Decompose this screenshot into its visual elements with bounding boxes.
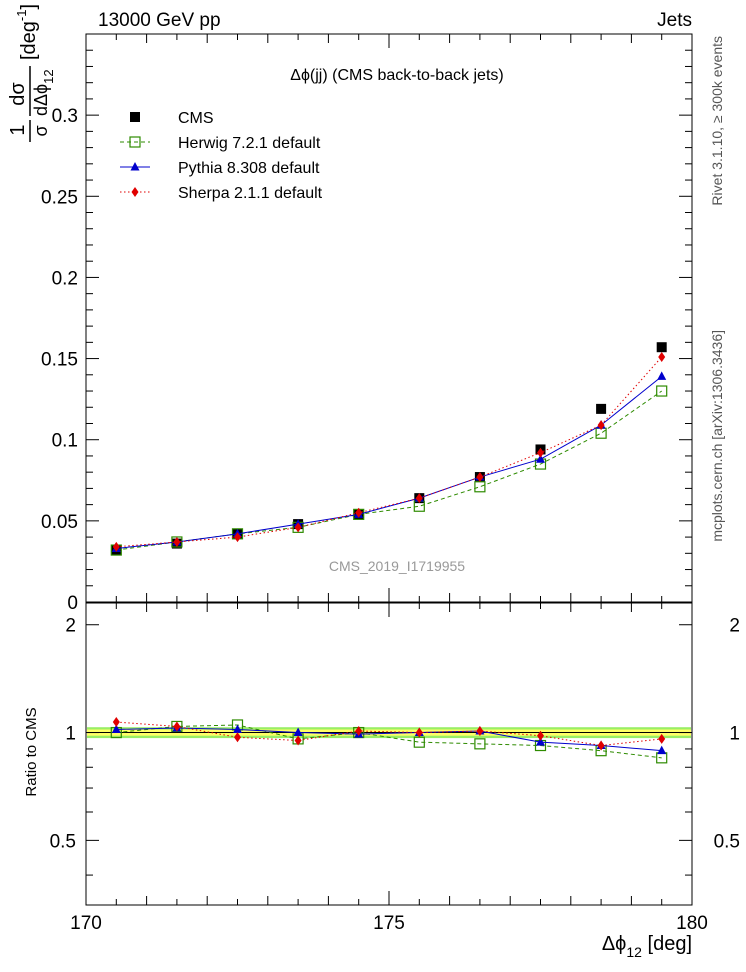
ratio-plot-frame (85, 602, 693, 906)
main-data-point (476, 472, 484, 483)
process-label: Jets (657, 10, 692, 31)
x-tick-label: 175 (373, 913, 405, 934)
ratio-series-line (116, 724, 662, 759)
analysis-watermark: CMS_2019_I1719955 (329, 558, 465, 574)
main-axis-ticks (85, 33, 693, 603)
main-data-point (474, 481, 486, 493)
main-series-0 (111, 342, 667, 556)
x-tick-label: 180 (676, 913, 708, 934)
legend: CMS Herwig 7.2.1 default Pythia 8.308 defa… (120, 110, 323, 202)
main-data-point (656, 385, 668, 397)
legend-entry: CMS (130, 110, 214, 127)
main-series-1 (110, 385, 668, 556)
main-plot-title: Δϕ(jj) (CMS back-to-back jets) (290, 67, 503, 84)
legend-label: Sherpa 2.1.1 default (178, 185, 323, 202)
main-data-point (536, 454, 545, 463)
ratio-data-point (658, 733, 666, 744)
main-series-line (116, 390, 662, 551)
main-data-point (415, 493, 423, 504)
main-y-tick-labels: 0 0.05 0.1 0.15 0.2 0.25 0.3 (41, 106, 78, 614)
x-tick-label: 170 (70, 913, 102, 934)
x-tick-labels: 170 175 180 (70, 913, 708, 934)
ratio-data-point (537, 730, 544, 741)
legend-entry: Herwig 7.2.1 default (120, 135, 321, 152)
ratio-data-point (234, 732, 241, 743)
ratio-uncertainty-band (86, 727, 692, 739)
mcplots-reference-label: mcplots.cern.ch [arXiv:1306.3436] (709, 330, 725, 542)
main-data-point (658, 351, 666, 362)
ratio-y-axis-label: Ratio to CMS (23, 707, 40, 796)
main-data-point (112, 541, 120, 552)
legend-label: CMS (178, 110, 214, 127)
legend-marker (130, 112, 140, 122)
ratio-data-point (415, 727, 423, 738)
ratio-data-point (293, 727, 303, 737)
ratio-y-tick-label: 0.5 (50, 831, 76, 852)
main-series-2 (111, 371, 667, 552)
legend-marker (129, 136, 141, 148)
main-y-tick-label: 0.2 (52, 268, 78, 289)
main-y-tick-label: 0.3 (52, 106, 78, 127)
ratio-y-tick-label: 1 (65, 724, 76, 745)
x-axis-label: Δϕ12 [deg] (602, 933, 692, 960)
main-data-point (596, 403, 607, 414)
main-data-point (234, 532, 241, 543)
ratio-data-point (536, 737, 545, 746)
ratio-data-point (294, 735, 302, 746)
ratio-data-point (233, 724, 242, 733)
main-series-group (110, 342, 668, 556)
ylabel-one: 1 (7, 124, 29, 135)
ratio-data-point (476, 726, 484, 737)
legend-label: Herwig 7.2.1 default (178, 135, 321, 152)
main-data-point (597, 420, 605, 431)
ratio-y-tick-label-right: 2 (729, 616, 740, 637)
ratio-data-point (173, 721, 181, 732)
main-y-axis-label: 1 σ dσ dΔϕ12 [deg-1] (7, 4, 56, 142)
main-series-3 (112, 351, 666, 552)
ratio-data-point (111, 724, 121, 733)
main-y-tick-label: 0.25 (41, 187, 78, 208)
legend-label: Pythia 8.308 default (178, 160, 320, 177)
ratio-data-point (112, 717, 120, 728)
main-data-point (355, 507, 363, 518)
main-y-tick-label: 0.1 (52, 431, 78, 452)
main-data-point (294, 522, 302, 533)
legend-marker (130, 162, 140, 171)
main-y-tick-label: 0 (67, 593, 78, 614)
ratio-data-point (355, 726, 363, 737)
ylabel-unit: [deg-1] (14, 4, 40, 60)
main-data-point (656, 342, 667, 353)
ylabel-sigma: σ (31, 125, 51, 136)
ratio-axis-ticks (85, 603, 693, 905)
ratio-series-group (110, 717, 668, 764)
main-series-line (116, 376, 663, 549)
rivet-version-label: Rivet 3.1.10, ≥ 300k events (709, 36, 725, 206)
ratio-series-line (116, 727, 662, 752)
main-y-tick-label: 0.05 (41, 512, 78, 533)
ratio-y-tick-label-right: 0.5 (714, 831, 740, 852)
collision-energy-label: 13000 GeV pp (98, 10, 221, 31)
ratio-data-point (597, 740, 605, 751)
ratio-y-tick-label: 2 (65, 616, 76, 637)
ylabel-dsigma: dσ (7, 82, 29, 106)
ratio-series-line (116, 721, 662, 747)
legend-entry: Sherpa 2.1.1 default (120, 185, 323, 202)
ratio-y-tick-labels: 0.5 0.5 1 1 2 2 (50, 616, 740, 853)
ratio-data-point (657, 745, 667, 755)
main-plot-frame (85, 33, 693, 603)
legend-entry: Pythia 8.308 default (120, 160, 320, 177)
ylabel-ddphi: dΔϕ12 (31, 69, 56, 116)
main-data-point (537, 447, 544, 458)
legend-marker (131, 187, 139, 197)
ratio-series-2 (112, 717, 666, 751)
main-series-line (116, 356, 663, 548)
main-data-point (173, 536, 181, 547)
ratio-data-point (474, 738, 486, 750)
ratio-y-tick-label-right: 1 (729, 724, 740, 745)
main-data-point (657, 371, 667, 380)
ratio-series-0 (110, 719, 668, 764)
main-y-tick-label: 0.15 (41, 350, 78, 371)
